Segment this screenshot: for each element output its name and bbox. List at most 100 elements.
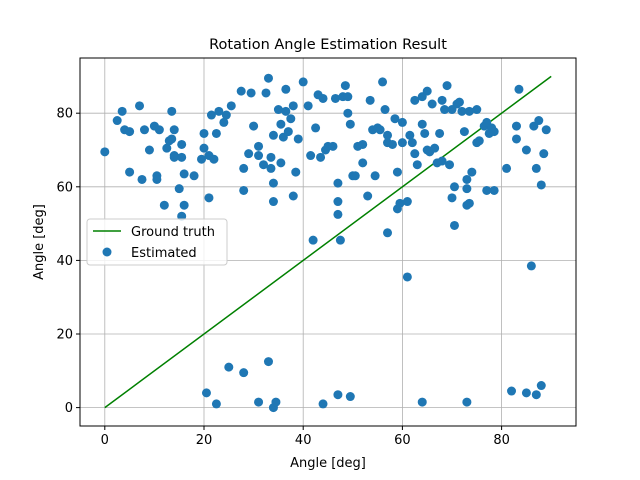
estimated-point [333,390,343,400]
estimated-point [266,152,276,162]
estimated-point [263,357,273,367]
estimated-point [407,138,417,148]
estimated-point [246,88,256,98]
data-layer [100,73,552,413]
legend-estimated-swatch [102,247,112,257]
ground-truth-line [104,75,552,409]
estimated-point [268,130,278,140]
estimated-point [383,130,393,140]
estimated-point [135,101,145,111]
estimated-point [358,158,368,168]
plot-frame [79,57,577,427]
estimated-point [199,128,209,138]
chart-title: Rotation Angle Estimation Result [209,37,447,53]
estimated-point [333,178,343,188]
estimated-point [462,174,472,184]
estimated-point [273,105,283,115]
estimated-point [169,152,179,162]
estimated-point [174,184,184,194]
estimated-point [541,125,551,135]
estimated-point [462,397,472,407]
legend-box [86,218,228,266]
estimated-point [531,390,541,400]
estimated-point [318,93,328,103]
estimated-point [100,147,110,157]
x-axis-label: Angle [deg] [290,456,366,471]
estimated-point [502,163,512,173]
estimated-point [474,136,484,146]
estimated-point [162,143,172,153]
estimated-point [531,163,541,173]
estimated-point [214,106,224,116]
estimated-point [268,178,278,188]
estimated-point [447,193,457,203]
estimated-point [507,386,517,396]
estimated-point [343,108,353,118]
x-tick-label: 40 [295,433,312,448]
y-tick-label: 40 [56,254,73,269]
estimated-point [449,220,459,230]
estimated-point [199,143,209,153]
estimated-point [211,128,221,138]
estimated-point [159,200,169,210]
estimated-point [197,154,207,164]
estimated-point [259,160,269,170]
estimated-point [254,397,264,407]
estimated-point [375,125,385,135]
estimated-point [358,139,368,149]
estimated-point [417,119,427,129]
estimated-point [539,149,549,159]
estimated-point [402,272,412,282]
estimated-point [226,101,236,111]
y-tick-label: 0 [65,401,73,416]
estimated-point [330,93,340,103]
estimated-point [410,149,420,159]
estimated-point [445,160,455,170]
estimated-point [449,182,459,192]
estimated-point [179,169,189,179]
estimated-point [328,141,338,151]
estimated-point [370,171,380,181]
y-tick-label: 80 [56,107,73,122]
estimated-point [410,95,420,105]
estimated-point [472,105,482,115]
estimated-point [345,119,355,129]
estimated-point [392,167,402,177]
estimated-point [219,117,229,127]
estimated-point [169,125,179,135]
estimated-point [333,209,343,219]
x-tick-label: 60 [394,433,411,448]
estimated-point [464,106,474,116]
estimated-point [440,105,450,115]
estimated-point [268,197,278,207]
estimated-point [380,105,390,115]
estimated-point [303,101,313,111]
estimated-point [308,235,318,245]
estimated-point [316,152,326,162]
estimated-point [402,197,412,207]
estimated-point [288,191,298,201]
estimated-point [454,97,464,107]
estimated-point [511,121,521,131]
estimated-point [536,180,546,190]
estimated-point [154,125,164,135]
estimated-point [254,151,264,161]
estimated-point [489,127,499,137]
estimated-point [459,127,469,137]
estimated-point [177,152,187,162]
y-axis-label: Angle [deg] [32,204,47,280]
estimated-point [365,95,375,105]
estimated-point [244,149,254,159]
estimated-point [514,84,524,94]
estimated-point [417,397,427,407]
estimated-point [420,128,430,138]
estimated-point [112,116,122,126]
estimated-point [521,145,531,155]
estimated-point [236,86,246,96]
estimated-point [189,171,199,181]
estimated-point [239,185,249,195]
estimated-point [298,77,308,87]
estimated-point [263,73,273,83]
estimated-point [467,167,477,177]
estimated-point [125,167,135,177]
